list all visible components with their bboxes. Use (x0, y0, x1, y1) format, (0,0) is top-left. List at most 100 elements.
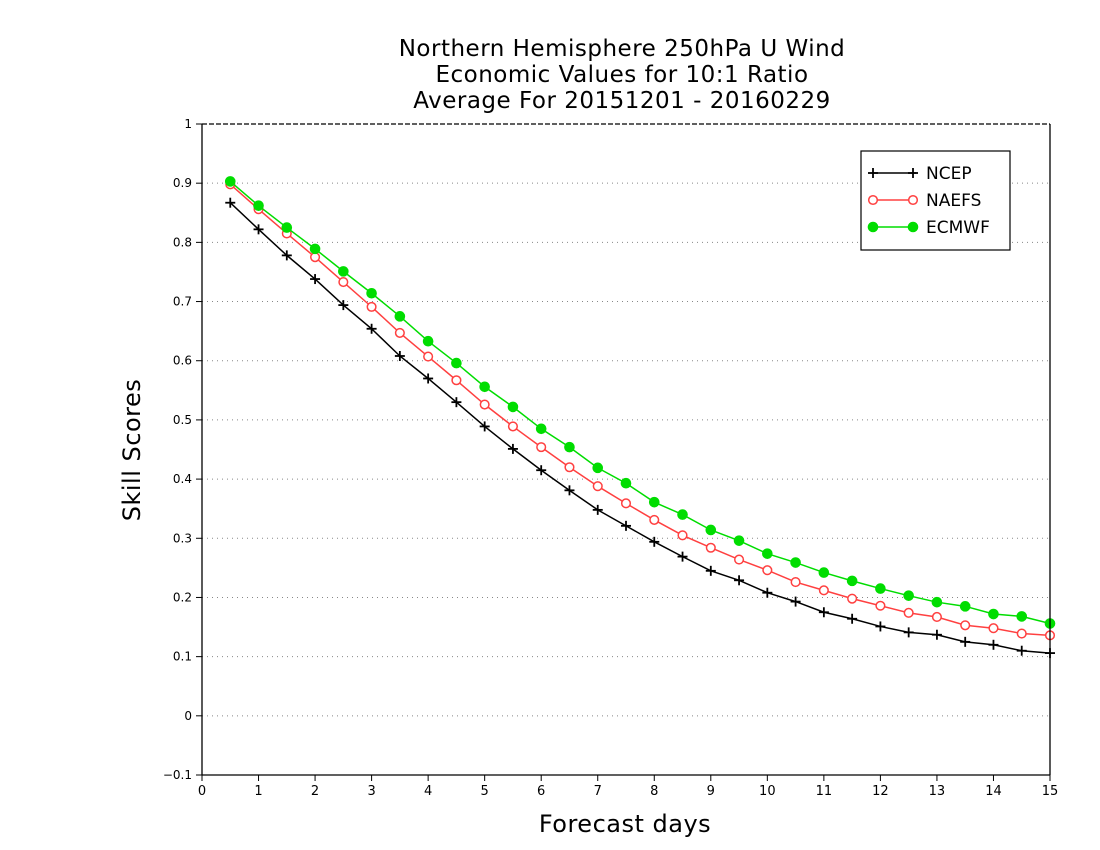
x-tick-label: 2 (311, 784, 319, 799)
data-point-naefs (988, 623, 999, 634)
data-point-ncep (507, 443, 518, 454)
data-point-ecmwf (366, 287, 377, 299)
data-point-ncep (734, 575, 745, 586)
data-point-naefs (536, 442, 547, 453)
data-point-ecmwf (1016, 611, 1028, 622)
x-tick-label: 6 (537, 784, 545, 799)
legend-marker-ncep (868, 168, 878, 178)
y-tick-label: 0.3 (173, 531, 192, 545)
data-point-naefs (479, 399, 490, 410)
legend-marker-ecmwf (867, 221, 879, 233)
legend-marker-naefs (907, 194, 919, 206)
data-point-naefs (394, 327, 405, 338)
data-point-naefs (451, 375, 462, 386)
x-tick-label: 10 (759, 784, 776, 799)
data-point-ecmwf (677, 509, 688, 520)
data-point-ecmwf (564, 441, 575, 453)
data-point-ecmwf (224, 176, 236, 187)
x-tick-label: 11 (816, 784, 833, 799)
data-point-ecmwf (451, 357, 462, 369)
data-point-ecmwf (818, 567, 830, 578)
data-point-ncep (1016, 645, 1027, 656)
data-point-ncep (875, 621, 886, 632)
data-point-ecmwf (422, 335, 434, 347)
data-point-ncep (705, 565, 716, 576)
data-point-ecmwf (592, 462, 604, 474)
data-point-naefs (762, 565, 773, 576)
data-point-naefs (847, 593, 858, 604)
y-tick-label: 1 (184, 117, 192, 131)
data-point-naefs (705, 542, 716, 553)
legend-label-ncep: NCEP (926, 164, 972, 184)
y-axis-title: Skill Scores (118, 378, 146, 522)
chart-title-line-3: Average For 20151201 - 20160229 (413, 88, 831, 114)
data-point-naefs (790, 577, 801, 588)
data-point-ecmwf (733, 535, 745, 546)
data-point-ncep (310, 274, 321, 285)
x-tick-label: 14 (985, 784, 1002, 799)
data-point-naefs (931, 611, 942, 623)
data-point-ncep (931, 629, 942, 640)
data-point-ncep (564, 485, 575, 496)
data-point-naefs (592, 481, 603, 492)
data-point-naefs (564, 462, 575, 473)
y-tick-label: 0.6 (173, 354, 192, 368)
data-point-naefs (677, 530, 688, 541)
data-point-naefs (423, 351, 434, 362)
data-point-ecmwf (959, 601, 971, 612)
x-tick-label: 8 (650, 784, 658, 799)
legend-label-ecmwf: ECMWF (926, 218, 990, 238)
x-tick-label: 13 (929, 784, 946, 799)
legend-marker-ecmwf (907, 221, 919, 233)
data-point-ecmwf (394, 311, 406, 322)
data-point-ncep (649, 536, 660, 547)
data-point-ncep (960, 636, 971, 647)
data-point-ecmwf (790, 557, 801, 568)
data-point-ecmwf (762, 548, 773, 559)
data-point-ncep (253, 224, 264, 235)
x-tick-label: 1 (254, 784, 262, 799)
data-point-ecmwf (479, 381, 490, 393)
x-tick-label: 9 (707, 784, 715, 799)
x-tick-label: 12 (872, 784, 889, 799)
data-point-ecmwf (846, 575, 858, 587)
data-point-ecmwf (507, 401, 519, 413)
data-point-ncep (451, 397, 462, 408)
data-point-ncep (903, 627, 914, 638)
data-point-ecmwf (705, 524, 717, 536)
data-point-naefs (960, 620, 971, 631)
data-point-ecmwf (281, 222, 293, 233)
data-point-ecmwf (931, 596, 943, 608)
y-tick-label: 0.5 (173, 413, 192, 427)
data-point-ncep (762, 587, 773, 598)
series-line-ncep (229, 202, 1051, 654)
data-point-naefs (620, 498, 632, 509)
legend-marker-ncep (908, 168, 918, 178)
x-tick-label: 5 (481, 784, 489, 799)
x-axis-title: Forecast days (538, 810, 712, 838)
data-point-ncep (536, 465, 547, 476)
data-point-ncep (479, 421, 490, 432)
x-tick-label: 3 (367, 784, 375, 799)
data-point-ncep (621, 520, 631, 531)
data-point-naefs (734, 554, 745, 565)
data-point-naefs (338, 276, 349, 288)
y-tick-label: 0.9 (173, 176, 192, 190)
data-point-ncep (592, 504, 603, 515)
series-line-naefs (229, 183, 1051, 637)
y-tick-label: 0.7 (173, 295, 192, 309)
data-point-naefs (903, 607, 914, 618)
data-point-naefs (366, 301, 377, 312)
data-point-ncep (847, 613, 858, 624)
data-point-ncep (818, 607, 829, 618)
data-point-ecmwf (648, 496, 660, 508)
y-tick-label: 0.4 (173, 472, 192, 486)
data-point-ecmwf (535, 423, 547, 435)
data-point-ncep (338, 300, 349, 311)
data-point-naefs (875, 600, 886, 611)
chart-title-line-2: Economic Values for 10:1 Ratio (435, 62, 809, 88)
legend-marker-naefs (867, 194, 879, 206)
data-point-ncep (790, 596, 801, 607)
